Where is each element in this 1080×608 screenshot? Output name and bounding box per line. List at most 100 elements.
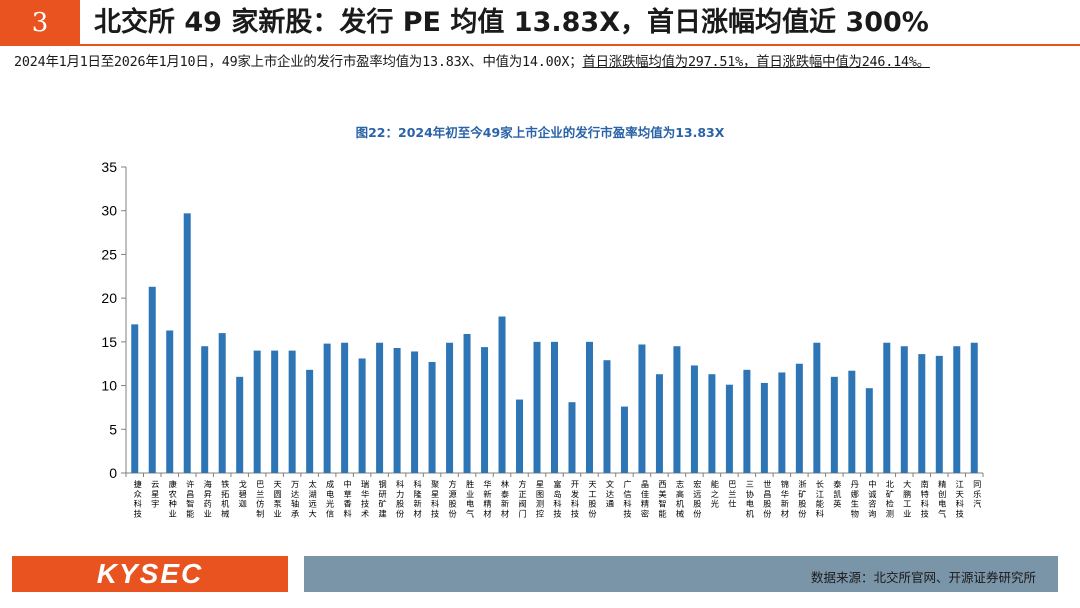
- bar: [463, 333, 471, 473]
- x-tick-label: 巴兰仿制: [255, 480, 265, 519]
- bar: [533, 341, 541, 473]
- x-tick-label: 南特科技: [920, 479, 930, 519]
- bar: [743, 369, 751, 473]
- x-tick-label: 西美智能: [657, 480, 667, 519]
- x-tick-label: 科力股份: [395, 479, 405, 519]
- x-tick-label: 天圆泵业: [273, 480, 283, 519]
- x-tick-label: 云星宇: [150, 480, 160, 509]
- x-tick-label: 世昌股份: [762, 479, 772, 519]
- bar: [900, 346, 908, 473]
- y-tick-label: 5: [109, 421, 117, 437]
- bar: [183, 213, 191, 473]
- x-tick-label: 瑞华技术: [360, 479, 370, 519]
- summary-part2: 首日涨跌幅均值为297.51%，首日涨跌幅中值为246.14%。: [582, 55, 930, 70]
- bar: [883, 342, 891, 473]
- x-tick-label: 华新精材: [483, 479, 493, 519]
- x-tick-label: 戈碧迦: [238, 479, 248, 509]
- bar: [253, 350, 261, 473]
- x-tick-label: 太湖远大: [308, 479, 318, 519]
- x-tick-label: 锦华新材: [780, 479, 790, 519]
- x-tick-label: 三协电机: [745, 480, 755, 519]
- bar: [516, 399, 524, 473]
- bar: [358, 358, 366, 473]
- x-tick-label: 精创电气: [937, 479, 947, 519]
- bar: [638, 344, 646, 473]
- y-tick-label: 25: [101, 246, 117, 262]
- y-tick-label: 20: [101, 290, 117, 306]
- x-tick-label: 广信科技: [622, 479, 632, 519]
- x-tick-label: 北矿检测: [885, 480, 895, 519]
- bar: [271, 350, 279, 473]
- bar: [585, 341, 593, 473]
- bar: [673, 346, 681, 473]
- bar: [376, 342, 384, 473]
- summary-part1: 2024年1月1日至2026年1月10日，49家上市企业的发行市盈率均值为13.…: [14, 55, 583, 70]
- bar: [690, 365, 698, 473]
- bar: [428, 361, 436, 473]
- x-tick-label: 星图测控: [535, 480, 545, 519]
- summary-text: 2024年1月1日至2026年1月10日，49家上市企业的发行市盈率均值为13.…: [14, 52, 1054, 73]
- bar: [795, 363, 803, 473]
- bar: [131, 324, 139, 473]
- bar-chart: 0 5 10 15 20 25 30 35 捷众科技 云星宇 康农种业 许昌智能 海昇药业 铁拓机械 戈碧迦…: [101, 159, 984, 519]
- bar: [708, 374, 716, 473]
- y-tick-label: 30: [101, 203, 117, 219]
- y-tick-label: 10: [101, 378, 117, 394]
- x-tick-label: 浙矿股份: [797, 479, 807, 519]
- x-tick-label: 林泰新材: [500, 479, 510, 519]
- bar: [935, 355, 943, 473]
- y-tick-label: 0: [109, 465, 117, 481]
- y-tick-label: 15: [101, 334, 117, 350]
- bar: [970, 342, 978, 473]
- bar: [236, 376, 244, 473]
- x-tick-label: 科隆新材: [413, 479, 423, 519]
- bar: [288, 350, 296, 473]
- x-tick-label: 许昌智能: [185, 479, 195, 519]
- x-tick-label: 中诚咨询: [867, 479, 877, 519]
- section-number: 3: [0, 0, 80, 46]
- bar: [218, 333, 226, 473]
- chart-title: 图22：2024年初至今49家上市企业的发行市盈率均值为13.83X: [355, 125, 725, 140]
- bar: [446, 342, 454, 473]
- bar: [603, 360, 611, 473]
- data-source: 数据来源：北交所官网、开源证券研究所: [810, 570, 1036, 585]
- x-tick-label: 方源股份: [448, 479, 458, 519]
- bar: [341, 342, 349, 473]
- x-tick-label: 康农种业: [168, 479, 178, 519]
- x-tick-label: 胜业电气: [465, 479, 475, 519]
- x-tick-label: 万达轴承: [290, 480, 300, 519]
- x-tick-label: 中草香料: [343, 479, 353, 519]
- x-tick-label: 开发科技: [570, 480, 580, 519]
- bar: [568, 402, 576, 473]
- bar: [918, 354, 926, 473]
- x-tick-label: 宏远股份: [692, 479, 702, 519]
- bar: [148, 286, 156, 473]
- bar: [411, 351, 419, 473]
- bar: [655, 374, 663, 473]
- logo-text: KYSEC: [96, 558, 204, 589]
- x-tick-label: 晶佳精密: [640, 480, 650, 519]
- bar: [323, 343, 331, 473]
- bar: [778, 372, 786, 473]
- bar: [201, 346, 209, 473]
- bar: [620, 406, 628, 473]
- bar: [306, 369, 314, 473]
- page-title: 北交所 49 家新股：发行 PE 均值 13.83X，首日涨幅均值近 300%: [94, 7, 929, 38]
- bar: [830, 376, 838, 473]
- footer-bar: 数据来源：北交所官网、开源证券研究所: [304, 556, 1058, 592]
- x-tick-label: 能之光: [710, 479, 720, 509]
- x-tick-label: 铁拓机械: [220, 479, 230, 519]
- x-tick-label: 聚星科技: [430, 480, 440, 519]
- bar: [865, 388, 873, 473]
- bar: [760, 382, 768, 473]
- header-divider: [80, 44, 1080, 46]
- bar: [551, 341, 558, 473]
- x-tick-label: 同乐汽: [972, 480, 982, 509]
- x-tick-label: 海昇药业: [203, 479, 213, 519]
- x-tick-label: 长江能科: [815, 479, 825, 519]
- x-tick-label: 江天科技: [955, 480, 965, 519]
- x-tick-label: 巴兰仕: [727, 480, 737, 509]
- bar: [166, 330, 174, 473]
- bar: [813, 342, 821, 473]
- bar: [481, 347, 489, 473]
